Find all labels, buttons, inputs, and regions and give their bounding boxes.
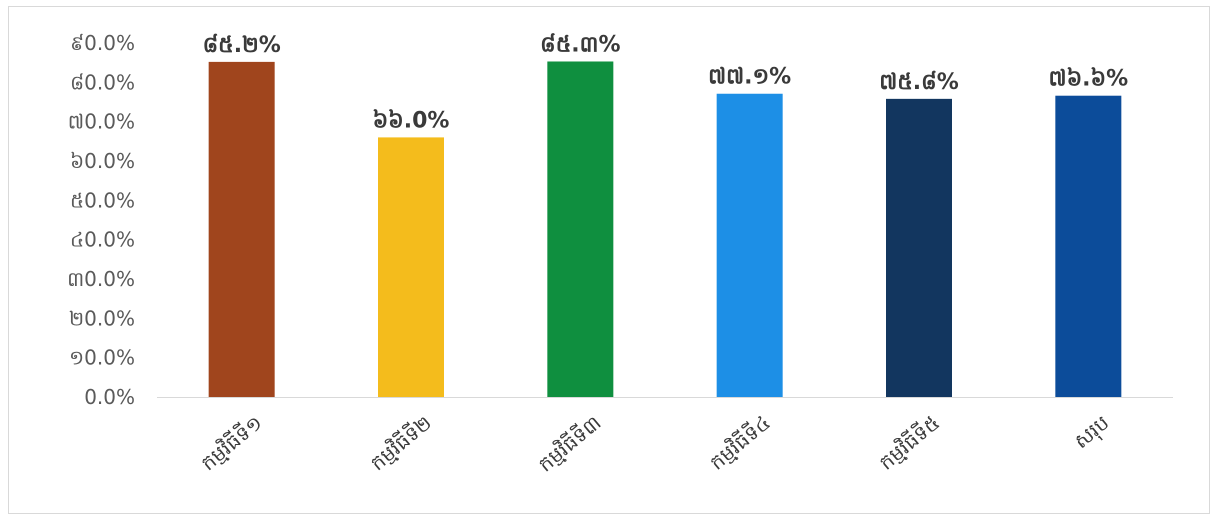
data-label: ៧៧.១% <box>708 65 791 90</box>
data-label: ៨៥.២% <box>203 33 281 58</box>
y-tick-label: ៥0.0% <box>70 188 135 212</box>
category-label: កម្មវិធីទី៥ <box>874 410 945 475</box>
bars <box>208 61 1122 398</box>
bar <box>378 137 444 397</box>
bar <box>1055 95 1122 397</box>
y-tick-label: 0.0% <box>84 385 135 409</box>
bar <box>886 98 952 397</box>
data-label: ៧៦.៦% <box>1049 67 1129 92</box>
bar <box>208 61 275 397</box>
y-tick-label: ៨0.0% <box>70 70 135 94</box>
y-tick-label: ១0.0% <box>69 346 135 370</box>
data-label: ៨៥.៣% <box>540 32 620 57</box>
data-label: ៧៥.៨% <box>879 70 959 95</box>
y-tick-label: ៩0.0% <box>70 31 135 55</box>
y-tick-label: ៣0.0% <box>67 267 135 291</box>
category-label: កម្មវិធីទី២ <box>365 410 436 476</box>
y-tick-label: ៦0.0% <box>70 149 135 173</box>
chart-frame: 0.0% ១0.0% ២0.0% ៣0.0% ៤0.0% ៥0.0% ៦0.0% ៧0.0% ៨… <box>8 6 1210 514</box>
bar-chart: 0.0% ១0.0% ២0.0% ៣0.0% ៤0.0% ៥0.0% ៦0.0% ៧0.0% ៨… <box>67 31 1173 477</box>
y-tick-label: ៧0.0% <box>68 110 135 134</box>
data-labels: ៨៥.២% ៦៦.0% ៨៥.៣% ៧៧.១% ៧៥.៨% ៧៦.៦% <box>203 32 1129 133</box>
category-label: កម្មវិធីទី៣ <box>533 410 606 477</box>
x-axis: កម្មវិធីទី១ កម្មវិធីទី២ កម្មវិធីទី៣ កម្មវិធ… <box>157 397 1173 477</box>
category-label: កម្មវិធីទី៤ <box>704 410 775 475</box>
category-label: កម្មវិធីទី១ <box>195 410 266 476</box>
y-axis: 0.0% ១0.0% ២0.0% ៣0.0% ៤0.0% ៥0.0% ៦0.0% ៧0.0% ៨… <box>67 31 135 409</box>
y-tick-label: ២0.0% <box>69 306 135 330</box>
y-tick-label: ៤0.0% <box>70 228 135 252</box>
bar <box>716 93 783 398</box>
bar <box>547 61 614 398</box>
data-label: ៦៦.0% <box>373 108 450 133</box>
category-label: សរុប <box>1069 410 1115 454</box>
